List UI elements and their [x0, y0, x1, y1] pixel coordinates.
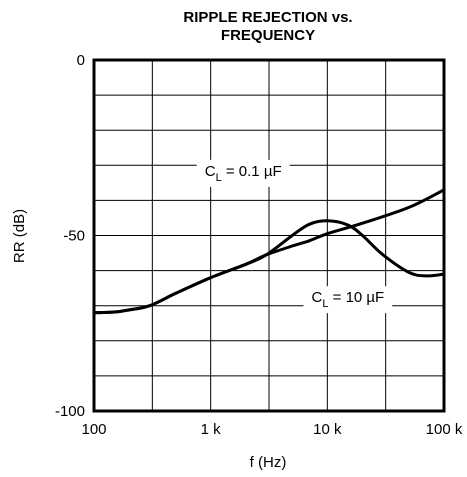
series-lines [92, 188, 446, 315]
chart-title-line-2: FREQUENCY [221, 27, 315, 44]
plot-frame [92, 58, 446, 413]
annotation-subscript: L [216, 172, 222, 184]
y-axis-label: RR (dB) [11, 209, 28, 263]
x-tick-label: 10 k [313, 421, 342, 438]
annotation-value: = 0.1 µF [222, 163, 282, 180]
series-line-2 [92, 219, 446, 315]
annotation-background [303, 286, 393, 314]
y-tick-labels: 0 -50 -100 [55, 52, 85, 420]
annotation-background [196, 159, 290, 187]
grid-lines [94, 60, 444, 411]
x-tick-label: 100 k [426, 421, 463, 438]
x-axis-label: f (Hz) [250, 454, 287, 471]
chart-title-line-1: RIPPLE REJECTION vs. [183, 9, 352, 26]
annotation-subscript: L [322, 298, 328, 310]
x-tick-label: 100 [81, 421, 106, 438]
annotation-label-1: CL = 0.1 µF [205, 163, 282, 184]
annotation-symbol: C [312, 289, 323, 306]
y-tick-label: 0 [77, 52, 85, 69]
annotation-symbol: C [205, 163, 216, 180]
annotation-label-2: CL = 10 µF [312, 289, 385, 310]
y-tick-label: -50 [63, 228, 85, 245]
annotation-backgrounds [196, 159, 393, 314]
y-tick-label: -100 [55, 403, 85, 420]
x-tick-label: 1 k [201, 421, 222, 438]
x-tick-labels: 100 1 k 10 k 100 k [81, 421, 462, 438]
annotation-value: = 10 µF [328, 289, 384, 306]
